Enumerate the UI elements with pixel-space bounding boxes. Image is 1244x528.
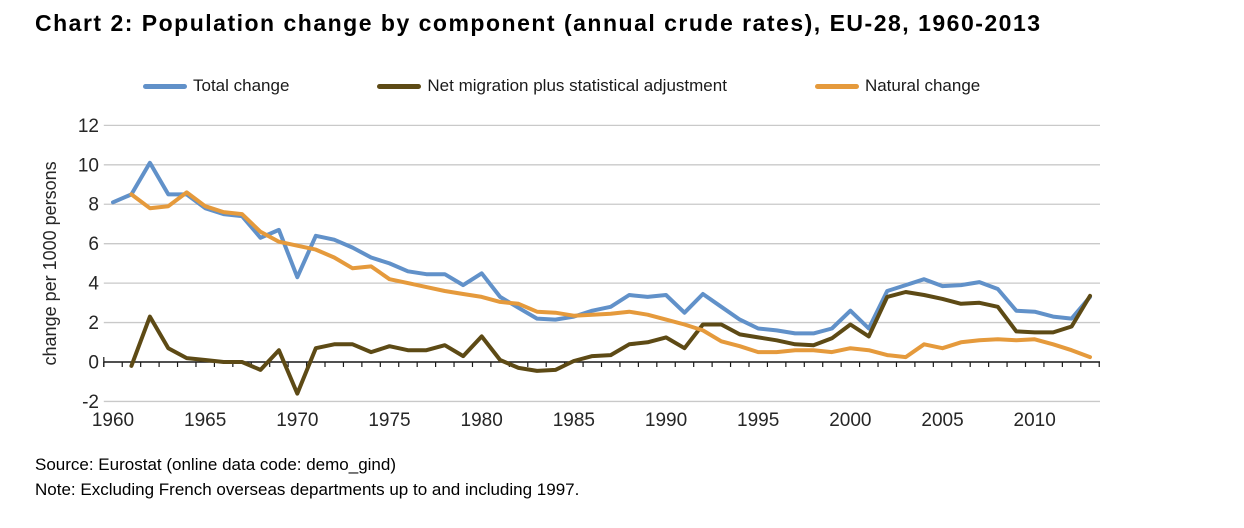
series-line-1 [129, 290, 1092, 396]
y-tick-label: 6 [88, 234, 99, 255]
x-tick-label: 1970 [276, 410, 318, 431]
x-tick-label: 2000 [829, 410, 871, 431]
series-line-0 [111, 160, 1092, 336]
series-line-2 [129, 190, 1092, 360]
x-tick-label: 1965 [184, 410, 226, 431]
legend-label-total-change: Total change [193, 76, 290, 95]
y-tick-label: 10 [78, 155, 99, 176]
x-tick-label: 1975 [368, 410, 410, 431]
line-swatch-natural-change [814, 83, 859, 89]
chart-title: Chart 2: Population change by component … [35, 10, 1042, 36]
chart-footer: Source: Eurostat (online data code: demo… [35, 452, 579, 502]
x-tick-label: 1990 [645, 410, 687, 431]
x-tick-label: 1960 [92, 410, 134, 431]
y-tick-label: 4 [88, 274, 99, 295]
source-text: Source: Eurostat (online data code: demo… [35, 455, 397, 474]
line-swatch-total-change [143, 83, 187, 89]
line-swatch-net-migration [377, 83, 422, 89]
note-text: Note: Excluding French overseas departme… [35, 480, 580, 499]
x-tick-label: 1995 [737, 410, 779, 431]
legend: Total change Net migration plus statisti… [143, 76, 980, 96]
y-axis-title: change per 1000 persons [40, 161, 60, 365]
legend-label-natural-change: Natural change [864, 76, 981, 95]
y-tick-label: 0 [88, 353, 99, 374]
x-tick-label: 2010 [1014, 410, 1056, 431]
legend-label-net-migration: Net migration plus statistical adjustmen… [427, 76, 727, 95]
x-tick-label: 2005 [921, 410, 963, 431]
y-tick-label: 2 [88, 313, 99, 334]
legend-item-natural-change: Natural change [814, 76, 981, 96]
legend-item-total-change: Total change [143, 76, 289, 96]
x-tick-label: 1985 [553, 410, 595, 431]
legend-item-net-migration: Net migration plus statistical adjustmen… [377, 76, 727, 96]
y-tick-label: 12 [78, 116, 99, 137]
x-tick-label: 1980 [461, 410, 503, 431]
y-tick-label: -2 [82, 392, 99, 413]
y-tick-label: 8 [88, 195, 99, 216]
